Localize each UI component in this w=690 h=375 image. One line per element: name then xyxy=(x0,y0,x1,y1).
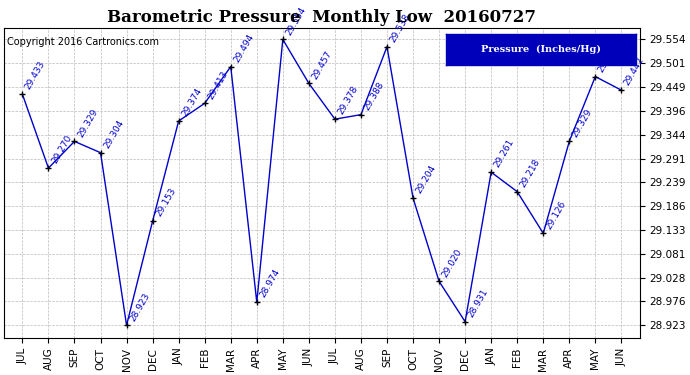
Text: 29.153: 29.153 xyxy=(154,186,177,218)
Title: Barometric Pressure  Monthly Low  20160727: Barometric Pressure Monthly Low 20160727 xyxy=(108,9,536,26)
Text: 29.472: 29.472 xyxy=(597,42,620,74)
Text: 28.931: 28.931 xyxy=(466,287,490,319)
Text: 29.388: 29.388 xyxy=(362,80,386,112)
Text: 29.494: 29.494 xyxy=(232,32,255,64)
Text: 28.974: 28.974 xyxy=(258,268,282,299)
Text: 29.126: 29.126 xyxy=(544,199,568,231)
Text: Copyright 2016 Cartronics.com: Copyright 2016 Cartronics.com xyxy=(8,37,159,47)
Text: 29.329: 29.329 xyxy=(76,107,99,139)
Text: 29.374: 29.374 xyxy=(180,87,204,118)
Text: 29.554: 29.554 xyxy=(284,5,308,37)
Text: 29.020: 29.020 xyxy=(440,247,464,279)
Text: 29.261: 29.261 xyxy=(493,138,516,170)
Text: 29.378: 29.378 xyxy=(336,85,360,116)
Text: 28.923: 28.923 xyxy=(128,291,151,322)
Text: 29.304: 29.304 xyxy=(102,118,126,150)
Text: 29.457: 29.457 xyxy=(310,49,334,81)
Text: 29.538: 29.538 xyxy=(388,12,412,44)
Text: 29.329: 29.329 xyxy=(571,107,594,139)
Text: 29.270: 29.270 xyxy=(50,134,73,165)
Text: 29.218: 29.218 xyxy=(519,157,542,189)
Text: 29.442: 29.442 xyxy=(623,56,646,87)
Text: 29.433: 29.433 xyxy=(23,60,48,92)
Text: 29.413: 29.413 xyxy=(206,69,230,100)
Text: 29.204: 29.204 xyxy=(415,164,438,195)
